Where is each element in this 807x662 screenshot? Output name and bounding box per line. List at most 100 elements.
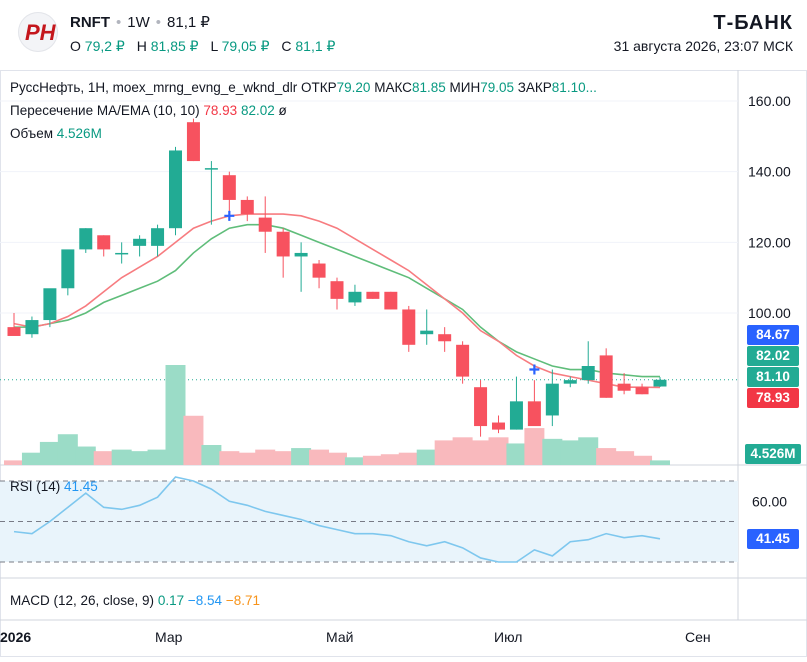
legend-volume[interactable]: Объем 4.526M	[10, 126, 102, 141]
legend-high: 81.85	[411, 80, 446, 95]
candle-body	[133, 238, 147, 246]
logo-letters: PH	[25, 20, 57, 45]
volume-bar	[327, 452, 347, 465]
legend-ma-extra: ø	[278, 103, 287, 118]
volume-bar	[147, 449, 168, 465]
legend-ma[interactable]: Пересечение MA/EMA (10, 10) 78.93 82.02 …	[10, 103, 287, 118]
time-tick-label: Мар	[155, 629, 183, 645]
volume-bar	[416, 449, 437, 465]
volume-bar	[183, 415, 204, 465]
interval: 1W	[127, 14, 150, 31]
candle-body	[617, 383, 631, 391]
legend-rsi[interactable]: RSI (14) 41.45	[10, 479, 98, 494]
volume-bar	[560, 440, 581, 465]
volume-bar	[201, 445, 222, 465]
candle-body	[653, 379, 667, 387]
candle-body	[384, 291, 398, 310]
volume-bar	[75, 446, 96, 465]
candle-body	[438, 334, 452, 342]
candle-body	[312, 263, 326, 278]
candle-body	[7, 327, 21, 336]
candle-body	[330, 281, 344, 299]
candle-body	[61, 249, 75, 289]
candle-body	[474, 387, 488, 427]
volume-bar	[398, 452, 419, 465]
legend-open: 79.20	[336, 80, 371, 95]
candle-body	[186, 122, 200, 162]
candle-body	[456, 344, 470, 377]
chart-svg[interactable]: 160.00 140.00 120.00 100.00 60.00 2026 Мар Май И…	[0, 70, 807, 657]
close-label: С	[281, 38, 292, 54]
legend-rsi-name: RSI (14)	[10, 479, 61, 494]
low-label: L	[210, 38, 218, 54]
volume-bar	[237, 452, 258, 465]
legend-symbol-name: РуссНефть, 1Н, moex_mrng_evng_e_wknd_dlr	[10, 80, 298, 95]
candle-body	[204, 168, 218, 170]
ticker-title[interactable]: RNFT • 1W • 81,1 ₽	[70, 14, 210, 31]
datetime: 31 августа 2026, 23:07 МСК	[613, 38, 793, 54]
candle-body	[79, 228, 93, 250]
volume-bar	[21, 452, 42, 465]
volume-bar	[219, 451, 240, 465]
chart-frame[interactable]: 160.00 140.00 120.00 100.00 60.00 2026 Мар Май И…	[0, 70, 807, 657]
candle-body	[294, 252, 308, 257]
last-price: 81,1 ₽	[167, 14, 210, 31]
candle-body	[420, 330, 434, 335]
badge-close: 81.10	[747, 367, 799, 387]
brand-logo: Т-БАНК	[713, 12, 793, 34]
legend-low: 79.05	[480, 80, 514, 95]
time-tick-label: Сен	[685, 629, 711, 645]
volume-bar	[506, 443, 527, 465]
volume-bar	[542, 438, 563, 465]
legend-ema-val: 82.02	[240, 103, 275, 118]
volume-bar	[524, 428, 545, 465]
badge-rsi: 41.45	[747, 529, 799, 549]
badge-volume: 4.526M	[745, 444, 801, 464]
volume-bars	[4, 365, 670, 465]
time-tick-label: Май	[326, 629, 353, 645]
legend-open-label: ОТКР	[301, 80, 337, 95]
ohlc-summary: О 79,2 ₽ Н 81,85 ₽ L 79,05 ₽ С 81,1 ₽	[70, 38, 343, 55]
open-value: 79,2 ₽	[84, 38, 125, 54]
volume-bar	[344, 457, 365, 465]
legend-low-label: МИН	[449, 80, 481, 95]
badge-84-67: 84.67	[747, 325, 799, 345]
candles	[7, 118, 667, 437]
volume-bar	[362, 455, 383, 465]
legend-high-label: МАКС	[374, 80, 412, 95]
legend-ma-name: Пересечение MA/EMA (10, 10)	[10, 103, 200, 118]
price-tick-label: 120.00	[748, 234, 791, 250]
symbol: RNFT	[70, 14, 110, 31]
volume-bar	[380, 454, 401, 465]
candle-body	[563, 380, 577, 384]
rsi-line	[13, 476, 661, 563]
legend-rsi-val: 41.45	[64, 479, 98, 494]
volume-bar	[434, 440, 455, 465]
legend-macd[interactable]: MACD (12, 26, close, 9) 0.17 −8.54 −8.71	[10, 593, 260, 608]
volume-bar	[488, 437, 509, 465]
volume-bar	[273, 451, 294, 465]
candle-body	[635, 387, 649, 395]
volume-bar	[632, 455, 653, 465]
high-label: Н	[136, 38, 147, 54]
rsi-tick-label: 60.00	[752, 493, 787, 509]
cross-marker	[224, 210, 235, 221]
candle-body	[348, 291, 362, 303]
volume-bar	[470, 440, 491, 465]
volume-bar	[4, 460, 24, 465]
legend-close: 81.10...	[551, 80, 597, 95]
top-bar: PH RNFT • 1W • 81,1 ₽ О 79,2 ₽ Н 81,85 ₽ L 7…	[0, 0, 807, 66]
rsi-pane	[0, 480, 738, 563]
candle-body	[276, 231, 290, 257]
candle-body	[97, 235, 111, 250]
open-label: О	[70, 38, 81, 54]
legend-main: РуссНефть, 1Н, moex_mrng_evng_e_wknd_dlr…	[10, 80, 597, 95]
candle-body	[240, 199, 254, 215]
axes: 160.00 140.00 120.00 100.00 60.00 2026 Мар Май И…	[0, 93, 791, 645]
candle-body	[581, 366, 595, 381]
volume-bar	[57, 434, 78, 465]
candle-body	[527, 401, 541, 427]
legend-macd-name: MACD (12, 26, close, 9)	[10, 593, 155, 608]
candle-body	[169, 150, 182, 229]
candle-body	[25, 320, 39, 335]
